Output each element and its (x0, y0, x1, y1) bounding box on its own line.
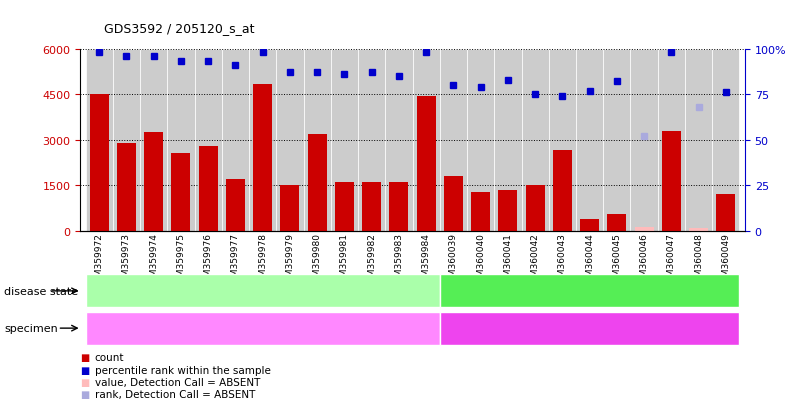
Bar (113, 50, 140, 231)
Text: ■: ■ (80, 352, 90, 362)
Bar (685, 50, 712, 231)
Bar (521, 50, 549, 231)
Text: ovarian cancer epithelial cells: ovarian cancer epithelial cells (501, 322, 678, 335)
Text: ovarian adenocarcinoma: ovarian adenocarcinoma (517, 285, 662, 298)
Bar (308, 134, 327, 231)
Text: specimen: specimen (4, 323, 58, 333)
Text: normal: normal (242, 285, 284, 298)
Bar (607, 215, 626, 231)
Bar (389, 182, 409, 231)
Text: rank, Detection Call = ABSENT: rank, Detection Call = ABSENT (95, 389, 255, 399)
Text: GDS3592 / 205120_s_at: GDS3592 / 205120_s_at (104, 22, 255, 35)
Bar (199, 147, 218, 231)
Bar (226, 180, 245, 231)
Text: ■: ■ (80, 365, 90, 375)
Bar (304, 50, 331, 231)
Bar (144, 133, 163, 231)
Bar (498, 190, 517, 231)
Bar (471, 192, 490, 231)
Bar (440, 50, 467, 231)
Text: value, Detection Call = ABSENT: value, Detection Call = ABSENT (95, 377, 260, 387)
Bar (413, 50, 440, 231)
Bar (331, 50, 358, 231)
Bar (603, 50, 630, 231)
Bar (90, 95, 109, 231)
Bar (140, 50, 167, 231)
Text: disease state: disease state (4, 286, 78, 296)
Bar (716, 195, 735, 231)
Bar (117, 143, 136, 231)
Bar (662, 131, 681, 231)
Bar (362, 183, 381, 231)
Bar (658, 50, 685, 231)
Bar (576, 50, 603, 231)
Bar (195, 50, 222, 231)
Text: percentile rank within the sample: percentile rank within the sample (95, 365, 271, 375)
Bar (249, 50, 276, 231)
Bar (417, 97, 436, 231)
Bar (580, 220, 599, 231)
Bar (444, 177, 463, 231)
Bar (335, 183, 354, 231)
Text: ■: ■ (80, 377, 90, 387)
Bar (494, 50, 521, 231)
Bar (167, 50, 195, 231)
Bar (276, 50, 304, 231)
Text: ovarian surface epithelia: ovarian surface epithelia (189, 322, 336, 335)
Bar (712, 50, 739, 231)
Bar (171, 154, 191, 231)
Bar (358, 50, 385, 231)
Text: ■: ■ (80, 389, 90, 399)
Bar (525, 186, 545, 231)
Bar (630, 50, 658, 231)
Bar (689, 228, 708, 231)
Bar (549, 50, 576, 231)
Bar (86, 50, 113, 231)
Bar (553, 151, 572, 231)
Bar (467, 50, 494, 231)
Bar (385, 50, 413, 231)
Bar (634, 228, 654, 231)
Bar (222, 50, 249, 231)
Bar (280, 186, 300, 231)
Text: count: count (95, 352, 124, 362)
Bar (253, 84, 272, 231)
